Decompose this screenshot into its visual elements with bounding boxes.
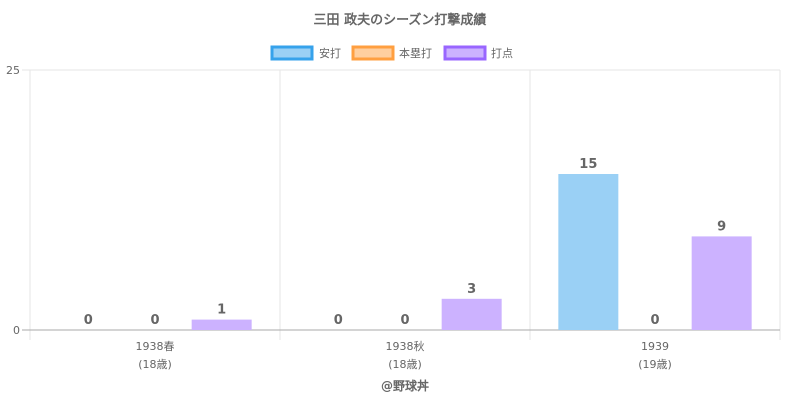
bars [191,174,752,330]
data-label-0-1: 0 [150,313,159,328]
bar-2-0 [558,174,619,330]
data-label-1-1: 0 [400,313,409,328]
x-tick-label-2: 1939 [641,340,669,353]
x-tick-sublabel-0: (18歳) [138,358,172,371]
legend-label-2: 打点 [491,46,513,60]
x-axis: 1938春 (18歳) 1938秋 (18歳) 1939 (19歳) [136,339,672,371]
legend-label-0: 安打 [319,46,341,60]
x-tick-sublabel-2: (19歳) [638,358,672,371]
y-tick-label-1: 25 [6,64,20,77]
data-label-2-0: 15 [579,157,597,172]
legend-swatch-1 [351,45,395,61]
legend: 安打 本塁打 打点 [270,45,513,61]
chart-title: 三田 政夫のシーズン打撃成績 [314,12,487,28]
grid [22,69,781,340]
data-label-0-0: 0 [84,313,93,328]
data-label-1-0: 0 [334,313,343,328]
bar-0-2 [191,319,252,330]
data-labels: 0 0 1 0 0 3 15 0 9 [84,157,726,328]
legend-label-1: 本塁打 [399,46,432,60]
x-tick-label-0: 1938春 [136,340,175,353]
data-label-1-2: 3 [467,282,476,297]
bar-1-2 [441,298,502,330]
bar-2-2 [691,236,752,330]
y-axis: 0 25 [6,64,20,337]
data-label-2-1: 0 [650,313,659,328]
y-tick-label-0: 0 [13,324,20,337]
credit: @野球丼 [381,378,429,393]
x-tick-label-1: 1938秋 [386,339,425,353]
legend-swatch-0 [270,45,314,61]
data-label-0-2: 1 [217,303,226,318]
data-label-2-2: 9 [717,219,726,234]
x-tick-sublabel-1: (18歳) [388,358,422,371]
legend-swatch-2 [443,45,487,61]
